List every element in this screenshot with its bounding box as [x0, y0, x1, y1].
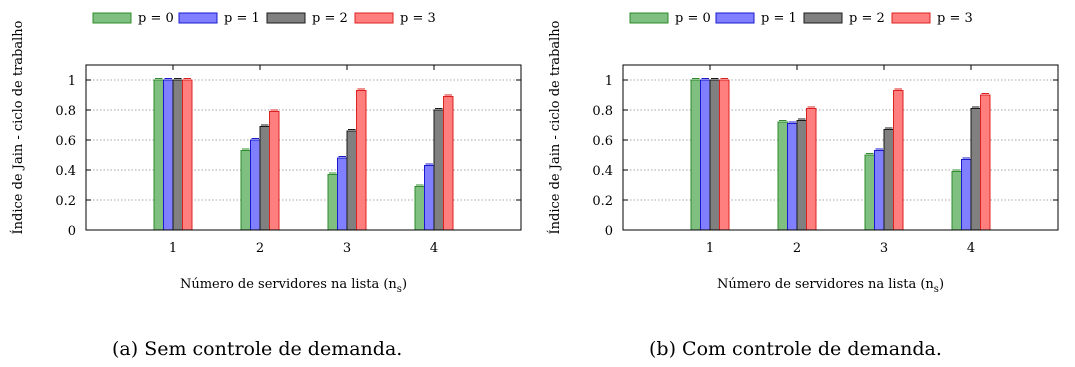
bar-p=3-1 [182, 79, 193, 231]
x-tick-label: 1 [169, 241, 177, 256]
legend-swatch-0 [629, 12, 669, 24]
x-tick-label: 3 [343, 241, 351, 256]
caption-a: (a) Sem controle de demanda. [112, 338, 403, 360]
x-axis-label: Número de servidores na lista (ns) [717, 277, 944, 295]
y-tick-label: 0.2 [592, 194, 613, 209]
bar-p=2-1 [709, 79, 720, 231]
y-axis-label: Índice de Jain - ciclo de trabalho [10, 20, 26, 234]
y-tick-label: 0 [68, 224, 76, 239]
legend-swatch-1 [178, 12, 218, 24]
legend-label-3: p = 3 [400, 11, 436, 26]
legend-swatch-0 [92, 12, 132, 24]
y-tick-label: 0.6 [592, 134, 613, 149]
bar-p=3-4 [443, 96, 454, 231]
x-axis-label: Número de servidores na lista (ns) [180, 277, 407, 295]
x-tick-label: 2 [793, 241, 801, 256]
bar-p=1-3 [874, 150, 885, 231]
legend-swatch-2 [803, 12, 843, 24]
y-tick-label: 0.4 [592, 164, 613, 179]
x-tick-label: 2 [256, 241, 264, 256]
y-tick-label: 0.8 [592, 104, 613, 119]
legend-label-2: p = 2 [849, 11, 885, 26]
bar-p=0-2 [240, 150, 251, 231]
bar-p=0-1 [153, 79, 164, 231]
x-tick-label: 3 [880, 241, 888, 256]
x-tick-label: 4 [430, 241, 438, 256]
legend-label-0: p = 0 [675, 11, 711, 26]
bar-p=3-4 [980, 94, 991, 231]
bar-p=1-2 [250, 139, 261, 231]
x-tick-label: 1 [706, 241, 714, 256]
plot-frame [85, 64, 522, 231]
y-tick-label: 0 [605, 224, 613, 239]
plot-frame [622, 64, 1059, 231]
caption-b: (b) Com controle de demanda. [649, 338, 942, 360]
legend-label-1: p = 1 [761, 11, 797, 26]
bar-p=1-3 [337, 157, 348, 231]
bar-p=3-2 [269, 111, 280, 231]
bar-p=1-4 [424, 165, 435, 231]
y-tick-label: 0.8 [55, 104, 76, 119]
bar-p=2-4 [433, 109, 444, 231]
legend-label-0: p = 0 [138, 11, 174, 26]
chart-panel-a: p = 0 p = 1 p = 2 p = 3 0 0.2 0.4 0.6 0.8 1 1 2 3 4 Ín… [0, 0, 537, 367]
bar-p=2-3 [346, 130, 357, 231]
y-tick-label: 0.4 [55, 164, 76, 179]
bar-p=2-2 [796, 120, 807, 231]
bar-p=1-4 [961, 159, 972, 231]
legend-swatch-3 [354, 12, 394, 24]
bar-p=0-4 [951, 171, 962, 231]
bar-p=0-1 [690, 79, 701, 231]
bar-p=0-4 [414, 186, 425, 231]
x-tick-label: 4 [967, 241, 975, 256]
bar-p=0-2 [777, 121, 788, 231]
bar-p=1-2 [787, 123, 798, 231]
bar-p=1-1 [163, 79, 174, 231]
chart-b: p = 0 p = 1 p = 2 p = 3 0 0.2 0.4 0.6 0.8 1 1 2 3 4 Ín… [547, 11, 1059, 295]
bar-p=0-3 [327, 174, 338, 231]
legend-swatch-3 [891, 12, 931, 24]
bar-p=3-1 [719, 79, 730, 231]
y-tick-label: 1 [68, 74, 76, 89]
legend-swatch-1 [715, 12, 755, 24]
bar-p=3-3 [893, 90, 904, 231]
y-tick-label: 0.2 [55, 194, 76, 209]
legend-swatch-2 [266, 12, 306, 24]
bar-p=3-2 [806, 108, 817, 231]
legend-label-2: p = 2 [312, 11, 348, 26]
bar-p=2-3 [883, 129, 894, 231]
chart-panel-b: p = 0 p = 1 p = 2 p = 3 0 0.2 0.4 0.6 0.8 1 1 2 3 4 Ín… [537, 0, 1074, 367]
y-tick-label: 0.6 [55, 134, 76, 149]
y-axis-label: Índice de Jain - ciclo de trabalho [547, 20, 563, 234]
bar-p=1-1 [700, 79, 711, 231]
bar-p=2-1 [172, 79, 183, 231]
bar-p=2-4 [970, 108, 981, 231]
chart-a: p = 0 p = 1 p = 2 p = 3 0 0.2 0.4 0.6 0.8 1 1 2 3 4 Ín… [10, 11, 522, 295]
bar-p=0-3 [864, 154, 875, 231]
legend-label-3: p = 3 [937, 11, 973, 26]
bar-p=2-2 [259, 126, 270, 231]
y-tick-label: 1 [605, 74, 613, 89]
legend-label-1: p = 1 [224, 11, 260, 26]
bar-p=3-3 [356, 90, 367, 231]
